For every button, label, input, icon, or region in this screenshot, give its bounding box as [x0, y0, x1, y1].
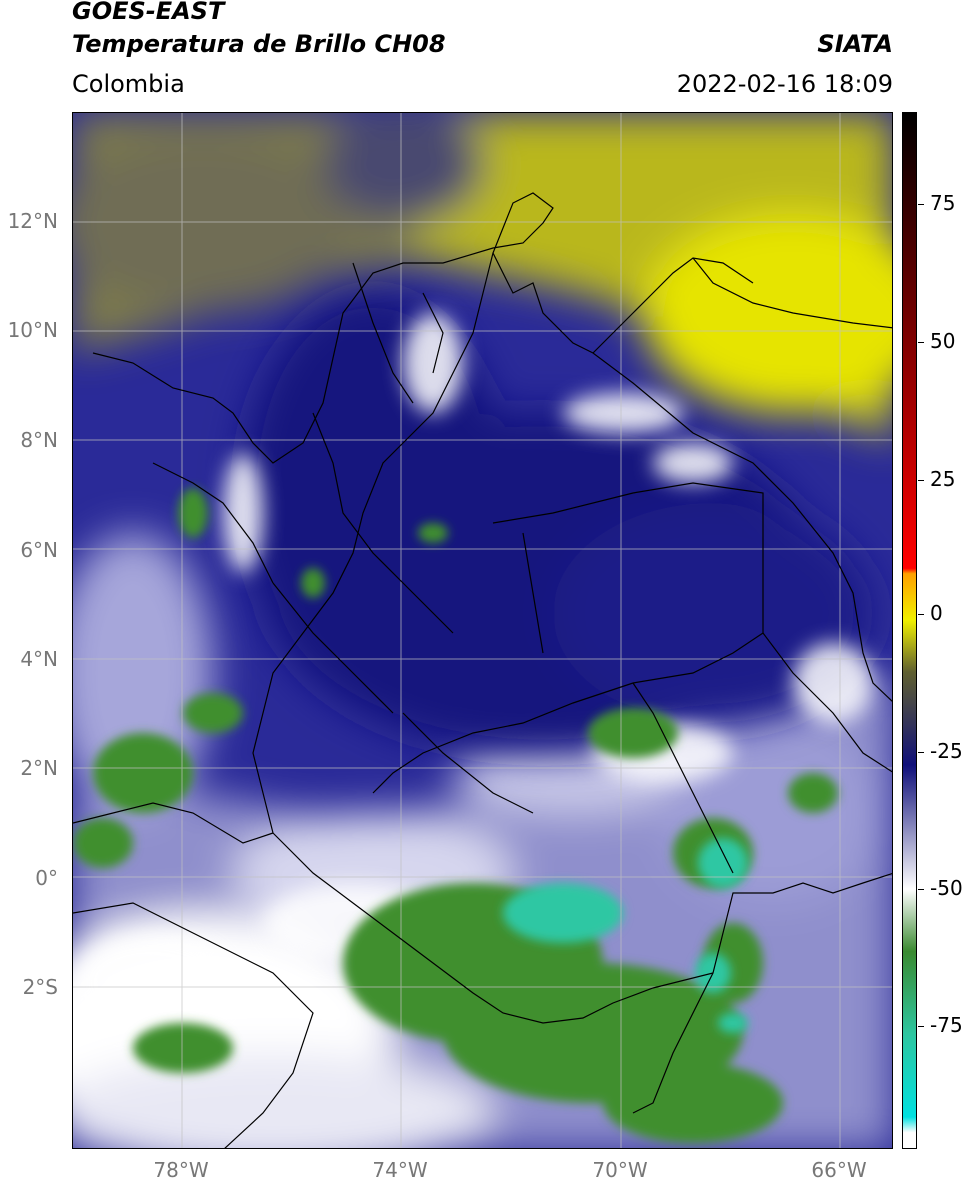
lon-label-70w: 70°W: [592, 1158, 648, 1182]
lat-label-2n: 2°N: [20, 756, 58, 780]
lat-label-0: 0°: [35, 866, 58, 890]
lat-label-6n: 6°N: [20, 538, 58, 562]
brand-label: SIATA: [817, 30, 893, 58]
deep-convection-layer: [503, 838, 748, 1033]
colorbar-label-50: 50: [930, 329, 956, 353]
colorbar-tick: [918, 752, 924, 753]
colorbar-label-75: 75: [930, 191, 956, 215]
lat-label-10n: 10°N: [7, 318, 58, 342]
colorbar-tick: [918, 614, 924, 615]
colorbar-tick: [918, 1026, 924, 1027]
map-canvas: [73, 113, 892, 1148]
colorbar-label-neg25: -25: [930, 739, 963, 763]
cloud-navy-layer: [243, 293, 873, 753]
convective-green-layer: [73, 488, 838, 1143]
dry-air-layer: [73, 113, 892, 443]
colorbar-label-25: 25: [930, 467, 956, 491]
lon-label-74w: 74°W: [372, 1158, 428, 1182]
colorbar-tick: [918, 204, 924, 205]
colorbar-label-0: 0: [930, 601, 943, 625]
satellite-title: GOES-EAST: [72, 0, 225, 25]
lat-label-2s: 2°S: [22, 975, 58, 999]
satellite-map[interactable]: [72, 112, 893, 1149]
lon-label-66w: 66°W: [811, 1158, 867, 1182]
lon-label-78w: 78°W: [153, 1158, 209, 1182]
timestamp-label: 2022-02-16 18:09: [676, 70, 893, 98]
colorbar: [902, 112, 917, 1149]
graticule: [73, 113, 892, 1148]
lat-label-4n: 4°N: [20, 647, 58, 671]
colorbar-tick: [918, 342, 924, 343]
product-title: Temperatura de Brillo CH08: [72, 30, 446, 58]
colorbar-label-neg50: -50: [930, 876, 963, 900]
lat-label-12n: 12°N: [7, 209, 58, 233]
colorbar-tick: [918, 480, 924, 481]
colorbar-label-neg75: -75: [930, 1013, 963, 1037]
lat-label-8n: 8°N: [20, 428, 58, 452]
region-label: Colombia: [72, 70, 185, 98]
country-borders: [73, 192, 892, 1148]
colorbar-tick: [918, 889, 924, 890]
